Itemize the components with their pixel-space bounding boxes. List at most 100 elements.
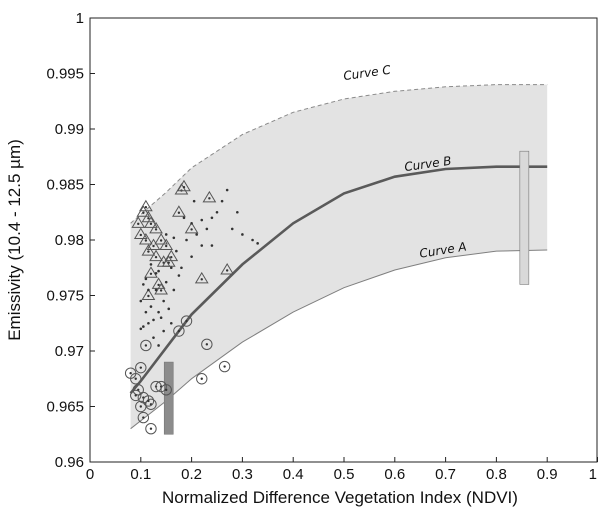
dot-marker [230, 227, 234, 231]
dot-marker [154, 288, 158, 292]
y-tick-label: 1 [76, 10, 84, 27]
circle-marker-dot [185, 319, 188, 323]
y-tick-label: 0.965 [46, 399, 84, 416]
triangle-marker-dot [165, 244, 168, 248]
dot-marker [142, 283, 145, 286]
circle-marker-dot [134, 394, 137, 397]
circle-marker [142, 395, 155, 407]
dot-marker [200, 244, 204, 247]
range-bar-1 [163, 361, 174, 435]
triangle-marker-dot [154, 228, 158, 231]
x-tick-label: 0.5 [334, 466, 355, 483]
circle-marker-dot [200, 377, 203, 380]
circle-marker [196, 373, 208, 385]
triangle-marker-dot [208, 197, 211, 200]
dot-marker [164, 280, 168, 284]
dot-marker [200, 218, 204, 222]
dot-marker [157, 269, 160, 273]
dot-marker [190, 255, 193, 258]
circle-marker-dot [149, 427, 153, 430]
curve-line-curve-c [130, 84, 548, 224]
triangle-marker [141, 288, 156, 300]
x-tick-label: 0 [86, 466, 94, 483]
dot-marker [164, 233, 168, 236]
circle-marker [135, 361, 147, 374]
dot-marker [192, 199, 196, 203]
triangle-marker [138, 199, 153, 212]
circle-marker-dot [177, 329, 181, 333]
dot-marker [154, 272, 158, 275]
triangle-marker [131, 216, 146, 228]
dot-marker [167, 307, 171, 311]
circle-marker-dot [134, 377, 137, 380]
dot-marker [162, 299, 165, 303]
circle-marker [180, 315, 193, 327]
circle-marker-dot [144, 344, 148, 347]
circle-marker-dot [139, 405, 142, 408]
triangle-marker-dot [144, 206, 148, 209]
dot-marker [215, 210, 219, 214]
x-tick-label: 0.6 [384, 466, 405, 483]
curve-label-curve-c: Curve C [342, 63, 392, 84]
dot-marker [177, 274, 181, 277]
range-bar-2 [519, 150, 530, 285]
dot-marker [152, 336, 155, 339]
dot-marker [175, 249, 178, 253]
circle-marker [173, 325, 185, 337]
dot-marker [152, 318, 155, 322]
triangle-marker-dot [147, 217, 150, 220]
triangle-marker-dot [190, 228, 193, 231]
y-tick-label: 0.97 [55, 343, 84, 360]
dot-marker [236, 210, 239, 214]
dot-marker [142, 325, 145, 328]
curve-label-curve-b: Curve B [403, 154, 452, 174]
y-tick-label: 0.995 [46, 66, 84, 83]
dot-marker [157, 310, 160, 314]
circle-marker-dot [139, 366, 142, 369]
triangle-marker-dot [149, 272, 153, 275]
y-tick-label: 0.975 [46, 288, 84, 305]
dot-marker [169, 266, 173, 270]
circle-marker-dot [142, 416, 145, 419]
triangle-marker [194, 271, 209, 284]
triangle-marker-dot [182, 186, 186, 189]
dot-marker [225, 188, 229, 192]
dot-marker [180, 266, 183, 270]
dot-marker [144, 310, 148, 314]
x-tick-label: 0.7 [435, 466, 456, 483]
x-tick-label: 0.8 [486, 466, 507, 483]
triangle-marker [144, 216, 158, 228]
y-tick-label: 0.96 [55, 454, 84, 471]
triangle-marker [172, 205, 186, 217]
circle-marker [160, 384, 172, 396]
dot-marker [182, 216, 186, 220]
triangle-marker [149, 249, 163, 262]
triangle-marker-dot [167, 261, 170, 264]
triangle-marker-dot [142, 211, 145, 214]
dot-marker [256, 242, 259, 245]
circle-marker [130, 373, 142, 385]
dot-marker [144, 277, 148, 281]
triangle-marker-dot [152, 244, 155, 248]
triangle-marker-dot [177, 211, 181, 214]
triangle-marker-dot [154, 255, 158, 259]
curve-line-curve-b [129, 165, 548, 395]
triangle-marker [133, 227, 148, 239]
dot-marker [172, 236, 176, 240]
x-tick-label: 0.4 [283, 466, 304, 483]
triangle-marker [136, 205, 151, 217]
triangle-marker-dot [159, 239, 163, 242]
triangle-marker [177, 179, 191, 192]
dot-marker [159, 316, 163, 320]
dot-marker [147, 288, 150, 292]
triangle-marker-dot [147, 294, 150, 298]
dot-marker [139, 299, 143, 303]
dot-marker [147, 321, 150, 325]
y-tick-label: 0.99 [55, 121, 84, 138]
triangle-marker-dot [147, 250, 150, 253]
dot-marker [172, 288, 176, 292]
circle-marker [218, 360, 231, 373]
dot-marker [210, 216, 214, 220]
dot-marker [251, 238, 254, 242]
